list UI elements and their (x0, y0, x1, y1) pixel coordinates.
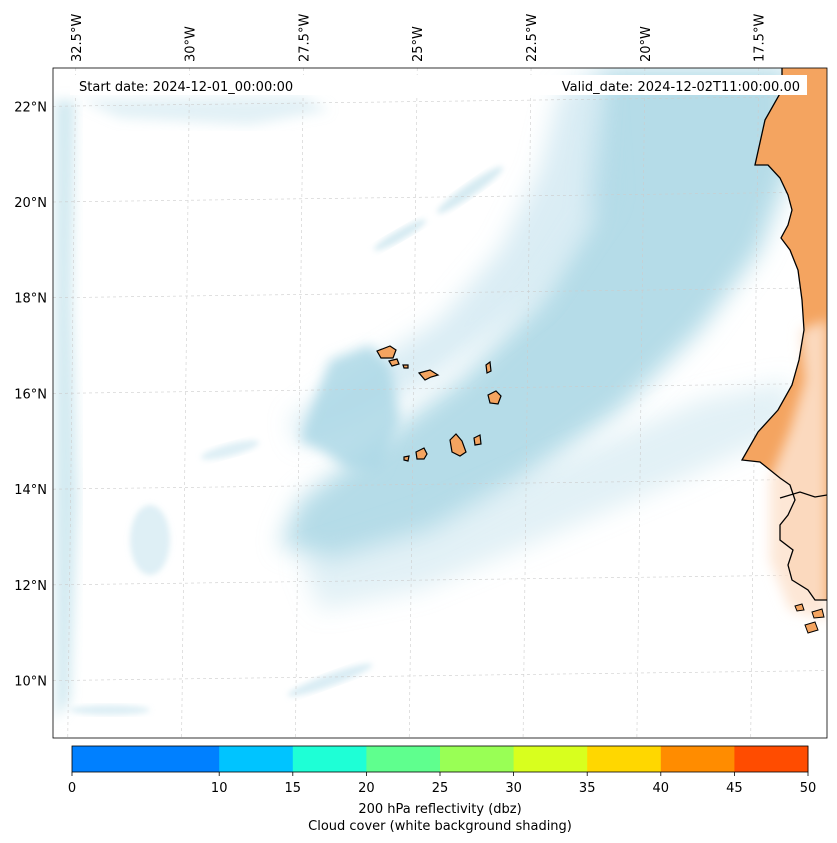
map-panel (53, 68, 827, 738)
cabo-verde-islands (376, 345, 502, 462)
africa-land-light (770, 320, 827, 620)
longitude-tick-label: 32.5°W (70, 14, 85, 62)
meridian-line (636, 68, 646, 738)
latitude-tick-label: 16°N (14, 387, 47, 402)
colorbar-label-line1: 200 hPa reflectivity (dbz) (358, 802, 521, 817)
cloud-swath-southeast (300, 380, 790, 610)
island-santo-antao (376, 345, 397, 359)
colorbar-ticks: 0 10 15 20 25 30 35 40 45 50 (68, 772, 816, 796)
longitude-tick-label: 25°W (411, 26, 426, 62)
latitude-tick-label: 12°N (14, 579, 47, 594)
colorbar-bin (440, 746, 515, 772)
latitude-tick-label: 10°N (14, 675, 47, 690)
cloud-streak-5 (70, 705, 150, 715)
island-santa-luzia (402, 364, 409, 369)
cloud-top-fringe (80, 96, 330, 125)
latitude-tick-label: 14°N (14, 483, 47, 498)
colorbar-tick-label: 15 (285, 781, 302, 796)
colorbar-tick-label: 20 (358, 781, 375, 796)
colorbar: 0 10 15 20 25 30 35 40 45 50 200 hPa reflectivity… (68, 745, 816, 834)
longitude-tick-label: 20°W (639, 26, 654, 62)
colorbar-bins (72, 746, 809, 772)
bijagos-islands (794, 603, 825, 634)
colorbar-label-line2: Cloud cover (white background shading) (308, 819, 572, 834)
colorbar-tick-label: 35 (579, 781, 596, 796)
title-strip (70, 75, 807, 95)
latitude-tick-label: 18°N (14, 292, 47, 307)
island-fogo (415, 447, 428, 460)
longitude-tick-label: 22.5°W (525, 14, 540, 62)
africa-land (740, 68, 827, 634)
colorbar-tick-label: 40 (653, 781, 670, 796)
colorbar-tick-label: 45 (726, 781, 743, 796)
start-date-label: Start date: 2024-12-01_00:00:00 (79, 80, 293, 95)
colorbar-bin (292, 746, 367, 772)
cloud-patch-west (300, 345, 400, 470)
longitude-labels: 32.5°W 30°W 27.5°W 25°W 22.5°W 20°W 17.5°W (70, 14, 768, 62)
meridian-line (295, 68, 304, 738)
colorbar-bin (587, 746, 662, 772)
colorbar-tick-label: 25 (432, 781, 449, 796)
colorbar-bin (145, 746, 220, 772)
colorbar-bin (219, 746, 294, 772)
island-sao-nicolau (417, 369, 440, 381)
colorbar-tick-label: 30 (505, 781, 522, 796)
africa-coastline (740, 68, 827, 601)
meridian-line (750, 68, 760, 738)
map-frame (52, 67, 828, 739)
longitude-tick-label: 27.5°W (297, 14, 312, 62)
longitude-tick-label: 30°W (184, 26, 199, 62)
graticule (53, 68, 827, 738)
latitude-labels: 22°N 20°N 18°N 16°N 14°N 12°N 10°N (14, 100, 47, 689)
cloud-streak-1 (437, 166, 503, 214)
colorbar-bin (734, 746, 809, 772)
meridian-line (522, 68, 532, 738)
colorbar-bin (366, 746, 441, 772)
cloud-band-main (280, 68, 790, 560)
valid-date-label: Valid_date: 2024-12-02T11:00:00.00 (562, 80, 800, 95)
meridian-line (408, 68, 418, 738)
meridian-line (67, 68, 77, 738)
latitude-tick-label: 22°N (14, 100, 47, 115)
gambia-river-coast (779, 491, 827, 499)
meridian-line (181, 68, 190, 738)
cloud-streak-2 (373, 219, 427, 251)
longitude-tick-label: 17.5°W (753, 14, 768, 62)
colorbar-tick-label: 10 (211, 781, 228, 796)
cloud-edge-west (55, 100, 78, 720)
colorbar-bin (513, 746, 588, 772)
island-santiago (449, 433, 467, 457)
colorbar-tick-label: 50 (800, 781, 817, 796)
colorbar-tick-label: 0 (68, 781, 76, 796)
island-sal (485, 360, 492, 374)
colorbar-bin (660, 746, 735, 772)
island-brava (403, 455, 410, 462)
cloud-streak-6 (200, 440, 260, 460)
cloud-streak-3 (287, 663, 373, 697)
island-sao-vicente (388, 358, 400, 367)
island-maio (473, 434, 482, 446)
latitude-tick-label: 20°N (14, 196, 47, 211)
cloud-streak-4 (130, 505, 170, 575)
cloud-cover-shading (55, 68, 790, 720)
island-boa-vista (487, 390, 502, 405)
colorbar-bin (72, 746, 147, 772)
